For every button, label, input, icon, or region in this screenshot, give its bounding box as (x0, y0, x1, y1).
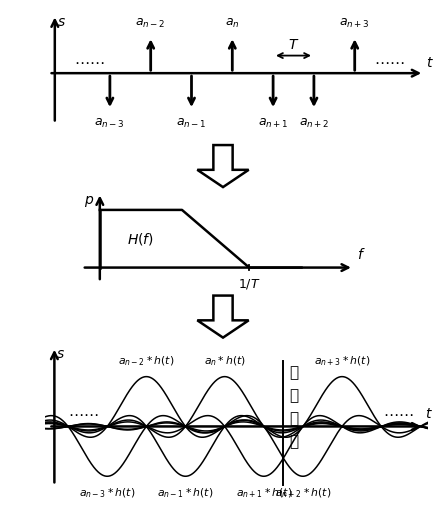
Polygon shape (197, 296, 249, 338)
Text: $T$: $T$ (288, 38, 299, 52)
Text: 插: 插 (289, 365, 298, 380)
Text: $a_n$: $a_n$ (225, 17, 240, 31)
Text: $a_{n+1}$: $a_{n+1}$ (258, 117, 289, 130)
Text: 位: 位 (289, 411, 298, 426)
Text: t: t (425, 407, 430, 421)
Text: $a_{n-2}*h(t)$: $a_{n-2}*h(t)$ (118, 354, 174, 368)
Text: $\cdots\cdots$: $\cdots\cdots$ (68, 406, 99, 421)
Text: 値: 値 (289, 388, 298, 403)
Text: $a_n*h(t)$: $a_n*h(t)$ (203, 354, 246, 368)
Text: $\cdots\cdots$: $\cdots\cdots$ (374, 54, 405, 69)
Text: $a_{n+3}$: $a_{n+3}$ (339, 17, 370, 31)
Text: $\cdots\cdots$: $\cdots\cdots$ (384, 406, 414, 421)
Text: $a_{n+2}$: $a_{n+2}$ (299, 117, 329, 130)
Text: t: t (426, 56, 432, 70)
Text: $a_{n+3}*h(t)$: $a_{n+3}*h(t)$ (314, 354, 370, 368)
Text: s: s (58, 15, 65, 29)
Text: $1/T$: $1/T$ (238, 277, 260, 291)
Text: $H(f)$: $H(f)$ (127, 231, 153, 247)
Text: 置: 置 (289, 434, 298, 449)
Polygon shape (197, 145, 249, 187)
Text: s: s (57, 347, 64, 361)
Text: $a_{n-2}$: $a_{n-2}$ (136, 17, 166, 31)
Text: $a_{n+2}*h(t)$: $a_{n+2}*h(t)$ (275, 486, 331, 500)
Text: $f$: $f$ (357, 248, 365, 263)
Text: $p$: $p$ (83, 194, 94, 209)
Text: $a_{n-1}*h(t)$: $a_{n-1}*h(t)$ (157, 486, 214, 500)
Text: $a_{n-3}$: $a_{n-3}$ (95, 117, 125, 130)
Text: $a_{n-3}*h(t)$: $a_{n-3}*h(t)$ (79, 486, 136, 500)
Text: $a_{n+1}*h(t)$: $a_{n+1}*h(t)$ (235, 486, 292, 500)
Text: $a_{n-1}$: $a_{n-1}$ (176, 117, 207, 130)
Text: $\cdots\cdots$: $\cdots\cdots$ (74, 54, 105, 69)
